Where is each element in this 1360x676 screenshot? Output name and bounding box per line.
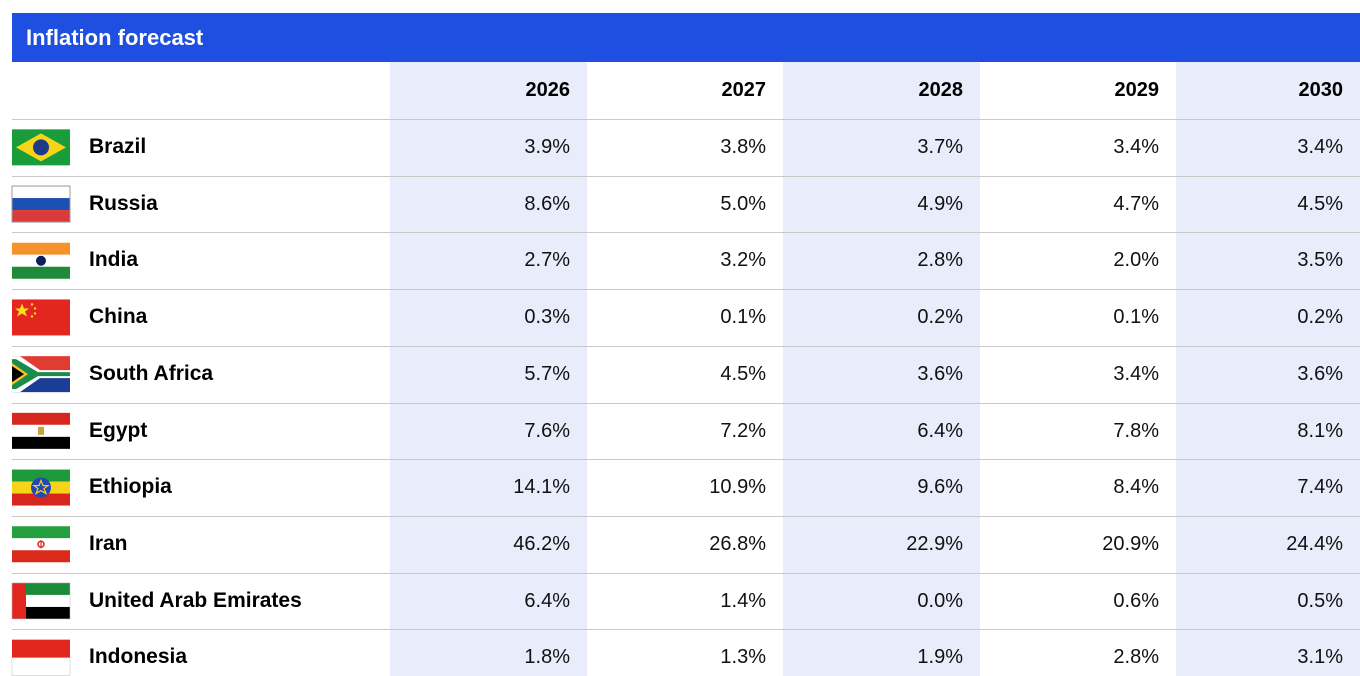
country-name: South Africa <box>89 361 214 385</box>
cell-value: 5.7% <box>524 362 570 385</box>
country-name: Ethiopia <box>89 475 172 499</box>
cell-value: 3.5% <box>1297 249 1343 272</box>
cell-value: 0.2% <box>1297 306 1343 329</box>
flag-ethiopia <box>12 469 70 506</box>
row-divider <box>12 289 1360 291</box>
cell-value: 3.4% <box>1113 362 1159 385</box>
flag-iran <box>12 526 70 563</box>
row-divider <box>12 629 1360 631</box>
row-divider <box>12 515 1360 517</box>
column-header: 2029 <box>1114 79 1160 101</box>
cell-value: 0.6% <box>1113 589 1159 612</box>
cell-value: 8.4% <box>1113 476 1159 499</box>
cell-value: 26.8% <box>709 532 766 555</box>
row-divider <box>12 572 1360 574</box>
cell-value: 0.1% <box>720 306 766 329</box>
cell-value: 14.1% <box>513 476 570 499</box>
row-divider <box>12 459 1360 461</box>
country-name: India <box>89 248 139 272</box>
column-header: 2028 <box>918 79 964 101</box>
cell-value: 3.6% <box>1297 362 1343 385</box>
cell-value: 3.9% <box>524 136 570 158</box>
cell-value: 4.5% <box>1297 192 1343 215</box>
cell-value: 0.2% <box>917 306 963 329</box>
flag-indonesia <box>11 639 71 676</box>
flag-brazil <box>12 129 70 166</box>
cell-value: 10.9% <box>709 476 766 499</box>
row-divider <box>12 175 1360 177</box>
column-header: 2030 <box>1298 79 1344 101</box>
row-divider <box>12 232 1360 234</box>
cell-value: 5.0% <box>720 192 766 215</box>
flag-uae <box>11 582 71 620</box>
cell-value: 24.4% <box>1286 532 1343 555</box>
cell-value: 1.4% <box>720 589 766 612</box>
flag-india <box>12 242 70 279</box>
cell-value: 20.9% <box>1102 532 1159 555</box>
column-shade <box>1176 62 1360 676</box>
cell-value: 3.8% <box>720 136 766 158</box>
cell-value: 0.0% <box>917 589 963 612</box>
cell-value: 3.1% <box>1297 646 1343 669</box>
column-shade <box>390 62 587 676</box>
cell-value: 9.6% <box>917 476 963 499</box>
cell-value: 0.5% <box>1297 589 1343 612</box>
cell-value: 1.9% <box>917 646 963 669</box>
cell-value: 46.2% <box>513 532 570 555</box>
country-name: Indonesia <box>89 645 188 669</box>
cell-value: 7.6% <box>524 419 570 442</box>
column-header: 2026 <box>525 79 571 101</box>
cell-value: 2.0% <box>1113 249 1159 272</box>
cell-value: 6.4% <box>524 589 570 612</box>
flag-china <box>12 299 70 336</box>
column-shade <box>783 62 980 676</box>
flag-russia <box>11 185 71 223</box>
table-title: Inflation forecast <box>26 25 204 50</box>
country-name: United Arab Emirates <box>89 588 302 612</box>
header-divider <box>12 119 1360 120</box>
cell-value: 0.3% <box>524 306 570 329</box>
flag-egypt <box>12 412 70 449</box>
cell-value: 1.8% <box>524 646 570 669</box>
flag-south-africa <box>12 356 70 393</box>
country-name: Brazil <box>89 135 147 158</box>
cell-value: 4.5% <box>720 362 766 385</box>
cell-value: 3.4% <box>1297 136 1343 158</box>
row-divider <box>12 345 1360 347</box>
country-name: Russia <box>89 191 158 215</box>
cell-value: 1.3% <box>720 646 766 669</box>
flags <box>11 129 71 676</box>
cell-value: 3.6% <box>917 362 963 385</box>
cell-value: 7.4% <box>1297 476 1343 499</box>
country-name: Iran <box>89 531 128 555</box>
cell-value: 8.1% <box>1297 419 1343 442</box>
cell-value: 6.4% <box>917 419 963 442</box>
cell-value: 22.9% <box>906 532 963 555</box>
cell-value: 4.9% <box>917 192 963 215</box>
country-name: Egypt <box>89 418 148 442</box>
cell-value: 2.7% <box>524 249 570 272</box>
cell-value: 7.8% <box>1113 419 1159 442</box>
cell-value: 2.8% <box>1113 646 1159 669</box>
cell-value: 4.7% <box>1113 192 1159 215</box>
cell-value: 2.8% <box>917 249 963 272</box>
cell-value: 7.2% <box>720 419 766 442</box>
cell-value: 3.7% <box>917 136 963 158</box>
column-header: 2027 <box>721 79 767 101</box>
cell-value: 8.6% <box>524 192 570 215</box>
cell-value: 0.1% <box>1113 306 1159 329</box>
country-name: China <box>89 305 148 329</box>
cell-value: 3.2% <box>720 249 766 272</box>
title-bar <box>12 13 1360 62</box>
row-divider <box>12 402 1360 404</box>
cell-value: 3.4% <box>1113 136 1159 158</box>
